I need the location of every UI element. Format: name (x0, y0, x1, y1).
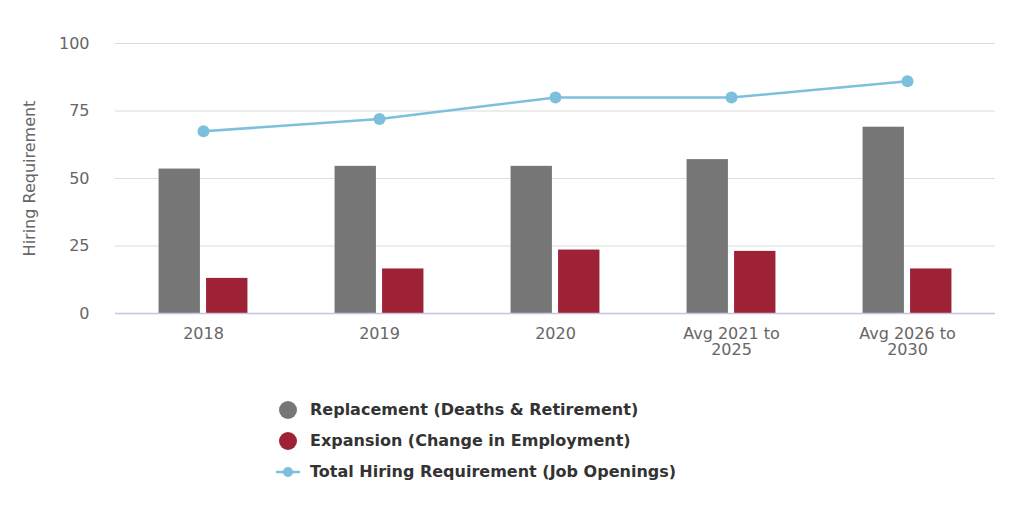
svg-text:2020: 2020 (535, 324, 576, 343)
html-text:Expansion (Change in Employmen: Expansion (Change in Employment) (310, 431, 631, 450)
svg-text:Avg 2026 to2030: Avg 2026 to2030 (859, 324, 956, 359)
svg-text:2018: 2018 (183, 324, 224, 343)
svg-text:Hiring Requirement: Hiring Requirement (20, 101, 39, 257)
svg-text:2019: 2019 (359, 324, 400, 343)
html-text:Replacement (Deaths & Retireme: Replacement (Deaths & Retirement) (310, 400, 639, 419)
html-text:Total Hiring Requirement (Job: Total Hiring Requirement (Job Openings) (310, 462, 677, 481)
svg-text:0: 0 (79, 304, 89, 323)
svg-text:25: 25 (69, 236, 89, 255)
svg-text:100: 100 (59, 34, 90, 53)
svg-text:Avg 2021 to2025: Avg 2021 to2025 (683, 324, 780, 359)
svg-text:50: 50 (69, 169, 89, 188)
svg-text:75: 75 (69, 101, 89, 120)
